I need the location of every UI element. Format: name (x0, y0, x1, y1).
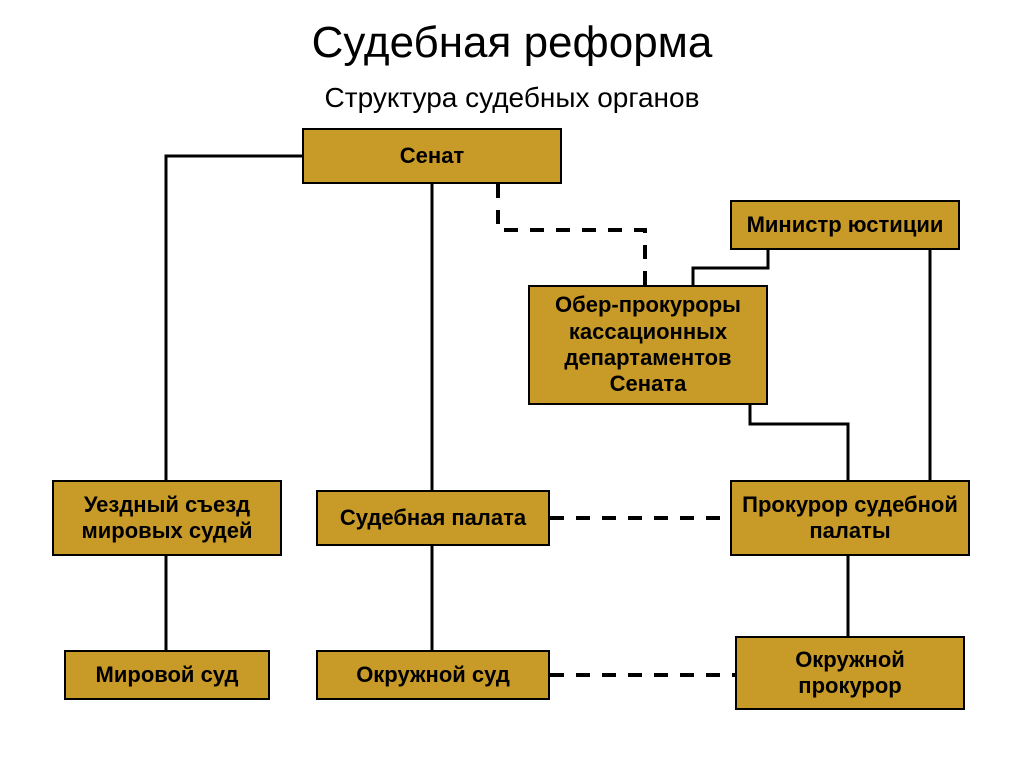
node-label: Судебная палата (340, 505, 526, 531)
node-label: Окружной суд (356, 662, 510, 688)
node-okrug-sud: Окружной суд (316, 650, 550, 700)
node-uezd: Уездный съезд мировых судей (52, 480, 282, 556)
page-title: Судебная реформа (0, 18, 1024, 68)
node-ober: Обер-прокуроры кассационных департаменто… (528, 285, 768, 405)
node-prok-palata: Прокурор судебной палаты (730, 480, 970, 556)
node-label: Обер-прокуроры кассационных департаменто… (538, 292, 758, 398)
node-sud-palata: Судебная палата (316, 490, 550, 546)
node-label: Мировой суд (96, 662, 239, 688)
node-label: Министр юстиции (747, 212, 944, 238)
node-label: Уездный съезд мировых судей (62, 492, 272, 545)
node-label: Сенат (400, 143, 464, 169)
node-label: Прокурор судебной палаты (740, 492, 960, 545)
page-subtitle: Структура судебных органов (0, 82, 1024, 114)
node-minister: Министр юстиции (730, 200, 960, 250)
node-senate: Сенат (302, 128, 562, 184)
node-label: Окружной прокурор (745, 647, 955, 700)
node-okrug-prok: Окружной прокурор (735, 636, 965, 710)
node-mirovoi: Мировой суд (64, 650, 270, 700)
